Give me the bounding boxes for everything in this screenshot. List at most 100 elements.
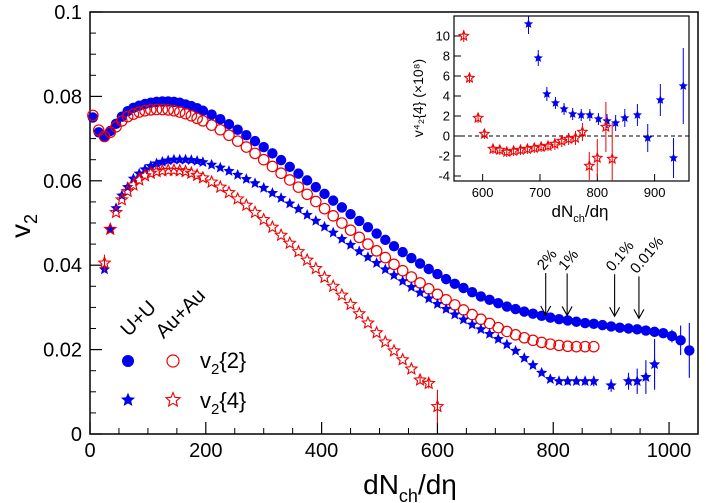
data-point [483, 328, 496, 339]
data-point [405, 281, 418, 292]
data-point [168, 153, 180, 165]
inset-data-point [576, 110, 586, 119]
inset-data-point [655, 95, 665, 104]
legend-col-uu: U+U [117, 297, 161, 341]
data-point [282, 235, 297, 250]
data-point [291, 244, 306, 258]
inset-data-point [523, 19, 534, 28]
data-point [484, 294, 495, 306]
data-point [388, 241, 400, 252]
data-point [370, 245, 383, 257]
inset-data-point [585, 110, 595, 119]
data-point [162, 104, 174, 116]
inset-data-point [668, 153, 679, 162]
data-point [336, 202, 348, 213]
data-point [109, 205, 124, 219]
data-point [249, 135, 261, 147]
data-point [133, 106, 146, 118]
data-point [378, 334, 393, 348]
data-point [622, 375, 635, 387]
y-tick-label: 0.02 [43, 340, 82, 362]
data-point [440, 303, 452, 314]
data-point [173, 106, 186, 118]
main-ticks: 0 200 400 600 800 1000 0 0.02 0.04 0.06 0.08 0.1 [43, 2, 691, 462]
data-point [145, 160, 157, 171]
inset-data-point [599, 120, 612, 133]
inset-data-point [550, 98, 561, 107]
data-point [205, 119, 218, 131]
data-point [493, 297, 504, 309]
data-point [518, 352, 530, 363]
main-data-marks [87, 96, 695, 424]
data-point [240, 141, 253, 153]
data-point [257, 153, 270, 166]
data-point [632, 324, 643, 335]
data-point [570, 340, 583, 353]
x-axis-label: dNch/dη [363, 469, 457, 503]
data-point [116, 115, 128, 127]
data-point [223, 119, 235, 130]
inset-data-point [632, 110, 643, 119]
data-point [155, 163, 170, 177]
data-point [150, 103, 163, 116]
data-point [579, 340, 591, 353]
data-point [588, 375, 600, 387]
data-point [527, 308, 539, 319]
data-point [544, 373, 556, 384]
data-point [343, 297, 358, 311]
data-point [292, 181, 305, 193]
data-point [553, 375, 565, 387]
annotation-arrow-head [609, 307, 621, 318]
annotation-label: 1% [555, 246, 582, 274]
data-point [475, 291, 487, 302]
data-point [518, 331, 531, 344]
y-tick-label: 0.1 [54, 2, 82, 24]
data-point [519, 306, 530, 317]
data-point [127, 108, 140, 120]
data-point [197, 156, 209, 168]
inset-data-point [643, 133, 653, 142]
inset-data-point [678, 81, 688, 90]
data-point [301, 209, 313, 220]
data-point [223, 129, 235, 142]
inset-data-point [533, 53, 543, 62]
data-point [631, 375, 643, 387]
data-point [352, 306, 367, 320]
x-tick-label: 600 [421, 440, 454, 462]
data-point [605, 379, 617, 391]
data-point [597, 319, 608, 331]
data-point [139, 104, 151, 117]
data-point [413, 372, 428, 386]
data-point [301, 188, 313, 201]
data-point [174, 153, 186, 165]
x-tick-label: 1000 [647, 440, 692, 462]
data-point [327, 210, 339, 222]
data-point [120, 183, 135, 198]
data-point [370, 257, 383, 268]
data-point [214, 123, 227, 136]
data-point [466, 318, 478, 330]
inset-y-tick-label: 6 [443, 69, 450, 84]
data-point [414, 258, 426, 269]
data-point [205, 158, 218, 170]
inset-x-tick-label: 800 [586, 185, 608, 200]
data-point [423, 292, 435, 304]
data-point [310, 195, 322, 208]
data-point [132, 172, 147, 186]
data-point [379, 251, 392, 264]
inset-x-tick-label: 600 [472, 185, 494, 200]
data-point [527, 359, 539, 371]
data-point [395, 352, 410, 366]
data-point [544, 338, 557, 350]
data-point [345, 208, 356, 220]
data-point [397, 275, 409, 287]
data-point [666, 330, 678, 342]
data-point [223, 165, 235, 176]
data-point [404, 361, 419, 375]
data-point [190, 167, 205, 182]
data-point [571, 316, 582, 327]
inset-x-label: dNch/dη [552, 202, 609, 225]
data-point [501, 301, 513, 312]
data-point [553, 314, 565, 325]
